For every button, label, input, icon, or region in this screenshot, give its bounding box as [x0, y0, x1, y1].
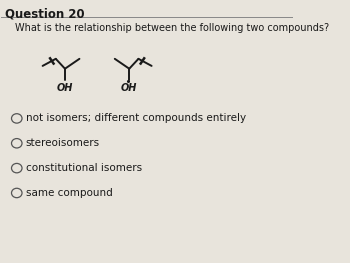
Text: constitutional isomers: constitutional isomers — [26, 163, 142, 173]
Text: not isomers; different compounds entirely: not isomers; different compounds entirel… — [26, 113, 246, 123]
Text: OH: OH — [57, 83, 73, 93]
Text: What is the relationship between the following two compounds?: What is the relationship between the fol… — [15, 23, 329, 33]
Text: OH: OH — [121, 83, 138, 93]
Text: Question 20: Question 20 — [5, 7, 85, 20]
Text: same compound: same compound — [26, 188, 112, 198]
Text: stereoisomers: stereoisomers — [26, 138, 100, 148]
